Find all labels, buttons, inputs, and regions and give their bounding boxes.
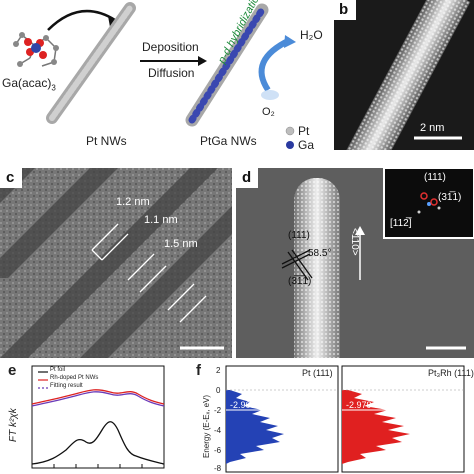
ga-acac-molecule [13, 32, 59, 67]
panel-d-plane2: (3̅1̅1) [288, 276, 312, 287]
panel-d-letter: d [242, 169, 252, 186]
panel-c-tem-image: c 1.2 nm 1.1 nm 1.5 nm [0, 168, 232, 358]
panel-c-dim2: 1.1 nm [144, 214, 178, 226]
panel-e-chart: e FT k²χk Pt foil Rh-doped Pt NWs Fittin… [0, 360, 190, 474]
h2o-label: H₂O [300, 28, 323, 42]
panel-c-letter-box [0, 168, 22, 188]
panel-b-stem-image: b 2 nm [334, 0, 474, 150]
legend-pt-label: Pt [298, 124, 310, 138]
panel-f-ytick-3: -2 [214, 406, 222, 415]
panel-c-letter: c [6, 169, 15, 186]
panel-e-legend-3: Fitting result [50, 383, 83, 389]
panel-f-left-title: Pt (111) [302, 368, 333, 378]
panel-d-fft-plane1: (111) [424, 172, 446, 183]
panel-b-letter-box [334, 0, 356, 20]
panel-d-angle: 58.5° [308, 248, 332, 259]
panel-f-ytick-2: 0 [216, 386, 221, 395]
panel-d-stem-image: d (111) 58.5° (3̅1̅1) <110> (111) (31̅1)… [236, 168, 474, 358]
panel-f-ytick-6: -8 [214, 464, 222, 473]
deposition-label: Deposition [142, 40, 199, 54]
panel-d-fft-plane2: (31̅1) [438, 192, 462, 203]
legend-ga-label: Ga [298, 138, 315, 152]
panel-c-dim3: 1.5 nm [164, 238, 198, 250]
panel-e-letter: e [8, 362, 17, 379]
panel-f-chart: f Energy (E-Eₓ, eV) 2 0 -2 -4 -6 -8 Pt (… [190, 360, 474, 474]
panel-f-left-center: -2.905 eV [230, 400, 270, 410]
ptga-nanowire [185, 3, 269, 127]
panel-f-ytick-4: -4 [214, 426, 222, 435]
panel-e-legend-2: Rh-doped Pt NWs [50, 375, 99, 381]
panel-d-direction: <110> [349, 228, 360, 256]
panel-f-letter: f [196, 362, 201, 379]
panel-a: Ga(acac)3 Deposition Diffusion p-d hybri… [0, 0, 334, 152]
ptga-nws-label: PtGa NWs [200, 134, 257, 148]
panel-e-legend-1: Pt foil [50, 367, 66, 373]
panel-a-graphic [13, 2, 296, 149]
panel-f-ytick-1: 2 [216, 366, 221, 375]
o2-label: O₂ [262, 106, 275, 118]
pt-nws-label: Pt NWs [86, 134, 127, 148]
panel-f-ytick-5: -6 [214, 446, 222, 455]
diffusion-label: Diffusion [148, 66, 195, 80]
panel-b-scale-label: 2 nm [420, 122, 445, 134]
water-arrow [258, 37, 292, 92]
panel-d-letter-box [236, 168, 258, 188]
pt-nanowire [46, 2, 136, 124]
panel-d-fft-zone: [112̅] [390, 218, 412, 229]
panel-f-right-title: Pt₃Rh (111) [428, 368, 474, 378]
panel-b-letter: b [339, 1, 349, 18]
precursor-label: Ga(acac)3 [2, 76, 56, 93]
panel-f-right-center: -2.979 eV [346, 400, 386, 410]
curved-arrow [47, 9, 116, 31]
panel-d-plane1: (111) [288, 230, 310, 241]
panel-c-dim1: 1.2 nm [116, 196, 150, 208]
